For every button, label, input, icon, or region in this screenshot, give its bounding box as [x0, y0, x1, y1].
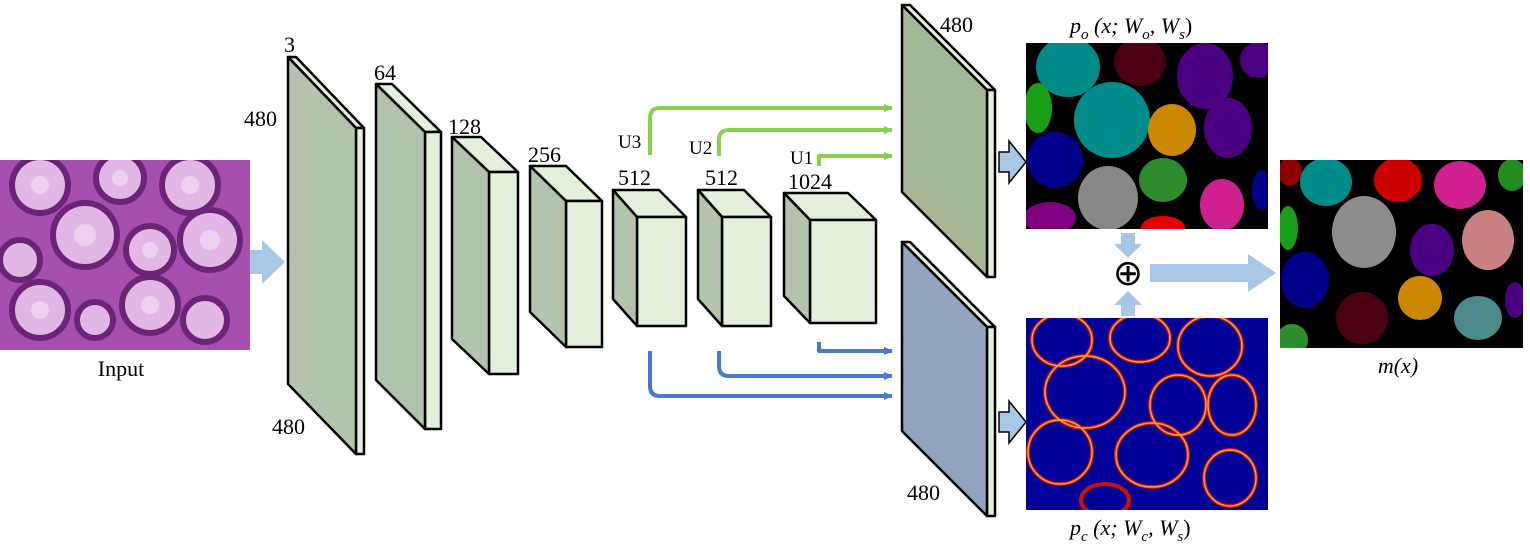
output-label: m(x): [1378, 353, 1418, 378]
flow-arrow-output: [1150, 254, 1276, 292]
flow-arrow-contour: [998, 398, 1027, 446]
blue-upsample-arrows: [648, 342, 893, 400]
svg-text:pc (x; Wc, Ws): pc (x; Wc, Ws): [1068, 515, 1191, 545]
input-dim-top: 3: [284, 32, 295, 57]
block4-channels: 512: [618, 165, 651, 190]
output-segmentation-map: [1280, 160, 1523, 348]
encoder-block-1: [374, 82, 443, 431]
input-image: [0, 160, 250, 350]
fusion-symbol: ⊕: [1113, 253, 1143, 294]
skip-label-u2: U2: [689, 138, 712, 159]
input-dim-bottom: 480: [272, 414, 305, 439]
green-upsample-arrows: [648, 104, 893, 166]
block1-channels: 64: [374, 60, 396, 85]
flow-arrow-object: [998, 138, 1027, 186]
block5-channels: 512: [705, 165, 738, 190]
skip-label-u1: U1: [790, 148, 813, 169]
fusion-arrow-up: [1114, 291, 1142, 316]
block3-channels: 256: [528, 142, 561, 167]
contour-probability-map: [1026, 318, 1268, 510]
input-dim-side: 480: [244, 106, 277, 131]
object-map-dim: 480: [940, 12, 973, 37]
encoder-block-6: [782, 191, 878, 325]
contour-map-formula: pc (x; Wc, Ws): [1068, 515, 1191, 545]
svg-text:po (x; Wo, Ws): po (x; Wo, Ws): [1068, 13, 1192, 43]
skip-label-u3: U3: [618, 132, 641, 153]
fusion-arrow-down: [1114, 233, 1142, 258]
contour-map-dim: 480: [907, 480, 940, 505]
input-label: Input: [98, 356, 144, 381]
contour-feature-map: [900, 240, 997, 518]
block2-channels: 128: [448, 114, 481, 139]
encoder-block-5: [696, 188, 773, 328]
encoder-block-4: [611, 188, 688, 328]
object-map-formula: po (x; Wo, Ws): [1068, 13, 1192, 43]
encoder-block-3: [528, 164, 604, 349]
encoder-input-slab: [286, 55, 366, 456]
object-feature-map: [900, 3, 997, 279]
flow-arrow-input: [250, 240, 285, 284]
object-probability-map: [1026, 43, 1268, 229]
block6-channels: 1024: [788, 169, 832, 194]
encoder-block-2: [450, 135, 520, 376]
